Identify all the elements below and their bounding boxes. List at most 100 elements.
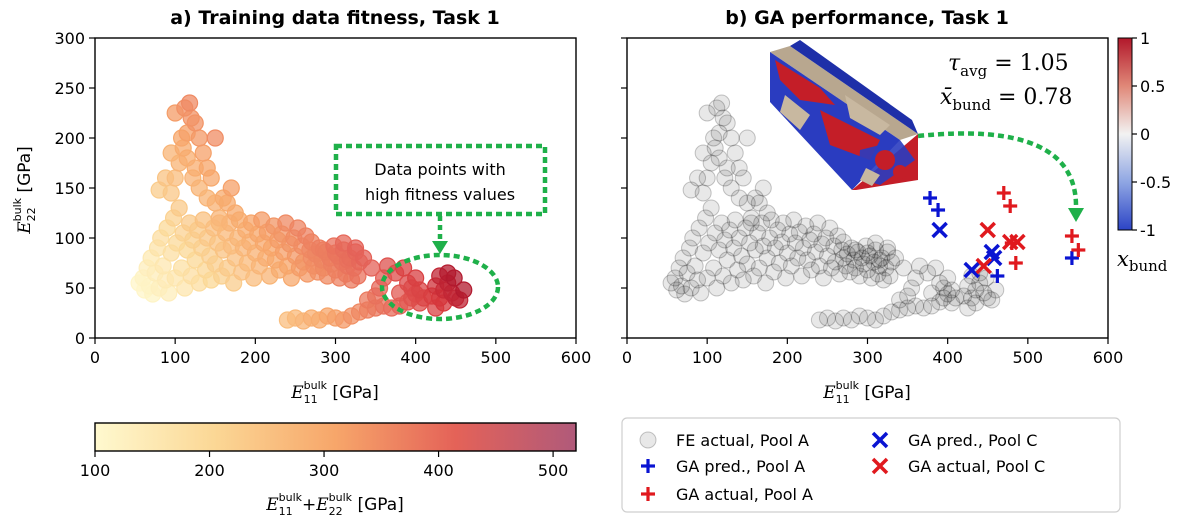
fe-actual-point (702, 154, 720, 172)
fe-actual-point (684, 229, 702, 247)
fe-actual-point (706, 224, 724, 242)
fe-actual-point (694, 184, 712, 202)
fe-actual-point (809, 214, 827, 232)
fe-actual-point (875, 271, 893, 289)
colorbar-tick-label: 500 (538, 461, 569, 480)
fe-actual-point (765, 263, 783, 281)
ga-plus-point (1064, 251, 1079, 265)
left-x-ticks: 0 100 200 300 400 500 600 (90, 338, 591, 367)
right-x-axis-label: E11bulk [GPa] (822, 379, 911, 406)
fe-actual-point (822, 259, 840, 277)
fe-actual-point (841, 263, 859, 281)
fe-actual-point (668, 281, 686, 299)
ga-plus-point (1064, 229, 1079, 243)
training-point (407, 269, 425, 287)
fe-actual-point (947, 289, 965, 307)
fe-actual-point (833, 241, 851, 259)
fe-actual-point (850, 267, 868, 285)
fe-actual-point (859, 261, 876, 279)
training-point (455, 281, 473, 299)
fe-actual-point (718, 114, 736, 132)
right-scatter-points (662, 94, 1086, 330)
fe-actual-point (730, 189, 748, 207)
fe-actual-point (698, 269, 716, 287)
fe-actual-point (979, 289, 997, 307)
fe-actual-point (875, 307, 893, 325)
fe-actual-point (846, 241, 864, 259)
fe-actual-point (867, 311, 885, 329)
fe-actual-point (802, 261, 820, 279)
fe-actual-point (690, 219, 708, 237)
fe-actual-point (750, 259, 768, 277)
fe-actual-point (793, 267, 811, 285)
fe-actual-point (854, 255, 872, 273)
fe-actual-point (891, 301, 909, 319)
fe-actual-point (749, 224, 767, 242)
fe-actual-point (706, 139, 724, 157)
x-tick-label: 100 (692, 348, 723, 367)
fe-actual-point (738, 255, 756, 273)
fe-actual-point (662, 274, 680, 292)
fe-actual-point (983, 291, 1001, 309)
fe-actual-point (825, 237, 843, 255)
training-point (226, 204, 244, 222)
right-panel: b) GA performance, Task 1 0 100 200 300 400 5… (621, 7, 1123, 406)
x-tick-label: 600 (561, 348, 592, 367)
bund-tick-label: 0 (1140, 125, 1150, 144)
fitness-colorbar: 100 200 300 400 500 E11bulk+E22bulk [GPa] (80, 422, 577, 518)
ga-x-point (1009, 233, 1026, 251)
left-y-axis-label: E22bulk [GPa] (11, 146, 38, 235)
bund-tick-label: -1 (1140, 221, 1156, 240)
fe-actual-point (830, 265, 848, 283)
fe-actual-point (887, 249, 905, 267)
ga-plus-point (923, 191, 938, 205)
fe-actual-point (710, 149, 728, 167)
fe-actual-point (721, 221, 739, 239)
training-point (166, 169, 184, 187)
training-point (186, 114, 204, 132)
fe-actual-point (935, 279, 953, 297)
fe-actual-point (746, 189, 764, 207)
fe-actual-point (745, 267, 763, 285)
y-tick-label: 200 (54, 129, 85, 148)
fe-actual-point (971, 274, 989, 292)
colorbar-tick-label: 200 (194, 461, 225, 480)
fe-actual-point (730, 159, 748, 177)
fitness-colorbar-gradient (94, 422, 577, 452)
fe-actual-point (729, 261, 747, 279)
fe-actual-point (708, 99, 726, 117)
fe-actual-point (797, 217, 815, 235)
y-tick-label: 50 (65, 279, 85, 298)
fe-actual-point (692, 284, 710, 302)
x-tick-label: 600 (1093, 348, 1124, 367)
fe-actual-point (903, 279, 921, 297)
fe-actual-point (726, 144, 744, 162)
fitness-colorbar-label: E11bulk+E22bulk [GPa] (265, 491, 404, 518)
fe-actual-point (975, 284, 993, 302)
x-tick-label: 300 (852, 348, 883, 367)
fe-actual-point (676, 285, 694, 303)
fe-actual-point (899, 287, 917, 305)
fe-actual-point (955, 287, 973, 305)
fe-actual-point (826, 253, 844, 271)
legend-plus-marker (641, 459, 655, 473)
fe-actual-point (798, 251, 816, 269)
fe-actual-point (927, 259, 945, 277)
fe-actual-point (708, 279, 726, 297)
left-scatter-points (130, 94, 473, 330)
fe-actual-point (733, 247, 751, 265)
fe-actual-point (842, 239, 860, 257)
x-tick-label: 0 (622, 348, 632, 367)
fe-actual-point (698, 169, 716, 187)
fe-actual-point (883, 253, 901, 271)
fe-actual-point (698, 104, 716, 122)
fe-actual-point (686, 257, 704, 275)
fe-actual-point (681, 239, 699, 257)
fe-actual-point (987, 281, 1005, 299)
fe-actual-point (842, 311, 860, 329)
fe-actual-point (813, 235, 831, 253)
x-tick-label: 300 (320, 348, 351, 367)
fe-actual-point (673, 277, 691, 295)
fe-actual-point (883, 303, 901, 321)
y-tick-label: 100 (54, 229, 85, 248)
